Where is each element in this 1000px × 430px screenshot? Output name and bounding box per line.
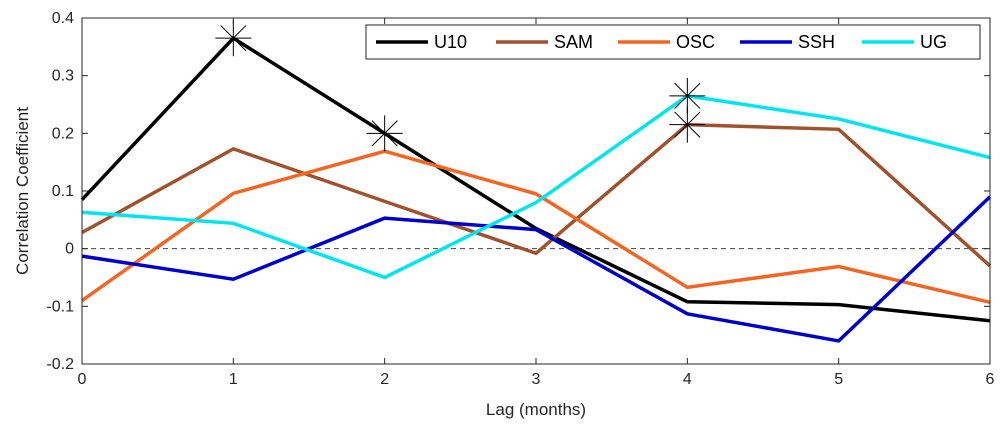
x-tick-label: 1 [229, 371, 238, 388]
series-line-ug [81, 94, 991, 280]
significance-marker [366, 115, 403, 152]
y-axis-label: Correlation Coefficient [13, 107, 32, 275]
legend: U10 SAM OSC SSH UG [365, 24, 981, 60]
legend-item-ssh: SSH [740, 32, 835, 52]
marker-layer [215, 20, 706, 152]
y-tick-label: 0.1 [52, 183, 74, 200]
x-tick-label: 4 [683, 371, 692, 388]
legend-label: OSC [676, 32, 715, 52]
series-line-sam [81, 122, 992, 268]
y-tick-label: -0.2 [46, 356, 74, 373]
legend-item-u10: U10 [376, 32, 467, 52]
tick-layer: 0 1 2 3 4 5 6 -0.2 -0.1 0 0.1 0.2 0.3 0.4 [46, 10, 994, 388]
significance-marker [215, 20, 252, 57]
marker-stroke [674, 82, 701, 109]
y-tick-label: 0.4 [52, 10, 74, 27]
x-tick-label: 0 [78, 371, 87, 388]
x-tick-label: 3 [532, 371, 541, 388]
x-axis-label: Lag (months) [486, 400, 586, 419]
marker-stroke [220, 25, 247, 52]
y-tick-label: -0.1 [46, 298, 74, 315]
legend-label: U10 [434, 32, 467, 52]
y-tick-label: 0.3 [52, 68, 74, 85]
legend-label: SAM [554, 32, 593, 52]
legend-label: UG [920, 32, 947, 52]
series-line-osc [80, 149, 991, 304]
plot-area [82, 18, 990, 364]
x-tick-label: 2 [380, 371, 389, 388]
series-line-ssh [81, 195, 992, 343]
y-tick-label: 0.2 [52, 125, 74, 142]
legend-label: SSH [798, 32, 835, 52]
legend-item-sam: SAM [496, 32, 593, 52]
x-tick-label: 6 [986, 371, 995, 388]
legend-item-osc: OSC [618, 32, 715, 52]
y-tick-label: 0 [65, 241, 74, 258]
marker-stroke [674, 111, 701, 138]
significance-marker [669, 106, 706, 143]
marker-stroke [371, 120, 398, 147]
x-tick-label: 5 [834, 371, 843, 388]
legend-item-ug: UG [862, 32, 947, 52]
